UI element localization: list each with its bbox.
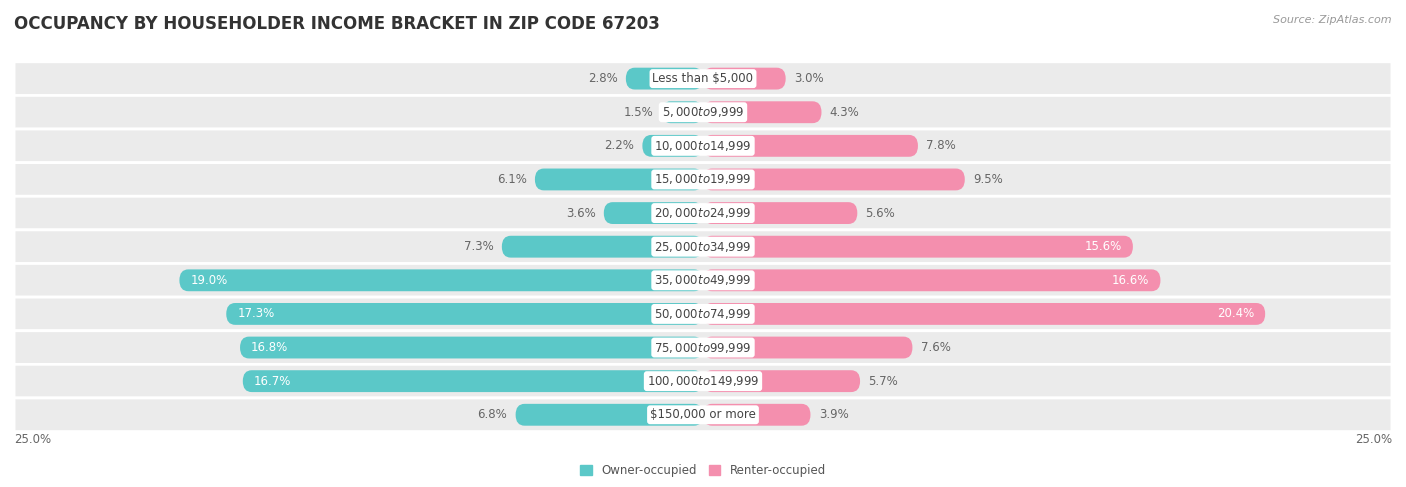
Text: 3.6%: 3.6% [565, 206, 596, 220]
Text: 15.6%: 15.6% [1084, 240, 1122, 253]
FancyBboxPatch shape [703, 68, 786, 90]
FancyBboxPatch shape [240, 337, 703, 358]
FancyBboxPatch shape [14, 230, 1392, 263]
Text: $150,000 or more: $150,000 or more [650, 408, 756, 421]
FancyBboxPatch shape [226, 303, 703, 325]
FancyBboxPatch shape [703, 370, 860, 392]
Text: 7.6%: 7.6% [921, 341, 950, 354]
Text: 4.3%: 4.3% [830, 106, 859, 119]
FancyBboxPatch shape [243, 370, 703, 392]
Text: 6.8%: 6.8% [478, 408, 508, 421]
Text: $5,000 to $9,999: $5,000 to $9,999 [662, 105, 744, 119]
Text: Less than $5,000: Less than $5,000 [652, 72, 754, 85]
FancyBboxPatch shape [703, 404, 810, 426]
FancyBboxPatch shape [534, 169, 703, 190]
Text: 5.6%: 5.6% [866, 206, 896, 220]
Text: 3.9%: 3.9% [818, 408, 848, 421]
Text: OCCUPANCY BY HOUSEHOLDER INCOME BRACKET IN ZIP CODE 67203: OCCUPANCY BY HOUSEHOLDER INCOME BRACKET … [14, 15, 659, 33]
FancyBboxPatch shape [14, 62, 1392, 95]
FancyBboxPatch shape [14, 297, 1392, 331]
Text: 17.3%: 17.3% [238, 307, 274, 320]
FancyBboxPatch shape [643, 135, 703, 157]
Text: 1.5%: 1.5% [624, 106, 654, 119]
FancyBboxPatch shape [14, 398, 1392, 431]
FancyBboxPatch shape [180, 269, 703, 291]
Text: 9.5%: 9.5% [973, 173, 1002, 186]
Text: 20.4%: 20.4% [1218, 307, 1254, 320]
Text: $10,000 to $14,999: $10,000 to $14,999 [654, 139, 752, 153]
Text: 2.2%: 2.2% [605, 139, 634, 152]
FancyBboxPatch shape [14, 163, 1392, 196]
FancyBboxPatch shape [703, 202, 858, 224]
FancyBboxPatch shape [14, 129, 1392, 163]
FancyBboxPatch shape [703, 303, 1265, 325]
FancyBboxPatch shape [626, 68, 703, 90]
Text: Source: ZipAtlas.com: Source: ZipAtlas.com [1274, 15, 1392, 25]
FancyBboxPatch shape [14, 364, 1392, 398]
FancyBboxPatch shape [703, 337, 912, 358]
FancyBboxPatch shape [502, 236, 703, 258]
Text: 7.3%: 7.3% [464, 240, 494, 253]
FancyBboxPatch shape [662, 101, 703, 123]
FancyBboxPatch shape [14, 331, 1392, 364]
FancyBboxPatch shape [703, 101, 821, 123]
Text: 5.7%: 5.7% [869, 375, 898, 388]
FancyBboxPatch shape [703, 169, 965, 190]
Legend: Owner-occupied, Renter-occupied: Owner-occupied, Renter-occupied [575, 459, 831, 482]
Text: 3.0%: 3.0% [794, 72, 824, 85]
FancyBboxPatch shape [14, 263, 1392, 297]
Text: $50,000 to $74,999: $50,000 to $74,999 [654, 307, 752, 321]
Text: 6.1%: 6.1% [496, 173, 527, 186]
Text: 16.7%: 16.7% [254, 375, 291, 388]
FancyBboxPatch shape [516, 404, 703, 426]
Text: 7.8%: 7.8% [927, 139, 956, 152]
Text: 16.6%: 16.6% [1112, 274, 1150, 287]
FancyBboxPatch shape [703, 135, 918, 157]
Text: $100,000 to $149,999: $100,000 to $149,999 [647, 374, 759, 388]
Text: 25.0%: 25.0% [14, 433, 51, 446]
FancyBboxPatch shape [703, 236, 1133, 258]
Text: $75,000 to $99,999: $75,000 to $99,999 [654, 340, 752, 355]
FancyBboxPatch shape [14, 196, 1392, 230]
Text: $15,000 to $19,999: $15,000 to $19,999 [654, 172, 752, 187]
Text: 19.0%: 19.0% [190, 274, 228, 287]
FancyBboxPatch shape [703, 269, 1160, 291]
Text: 25.0%: 25.0% [1355, 433, 1392, 446]
Text: 16.8%: 16.8% [252, 341, 288, 354]
Text: 2.8%: 2.8% [588, 72, 617, 85]
FancyBboxPatch shape [14, 95, 1392, 129]
FancyBboxPatch shape [603, 202, 703, 224]
Text: $20,000 to $24,999: $20,000 to $24,999 [654, 206, 752, 220]
Text: $35,000 to $49,999: $35,000 to $49,999 [654, 273, 752, 287]
Text: $25,000 to $34,999: $25,000 to $34,999 [654, 240, 752, 254]
